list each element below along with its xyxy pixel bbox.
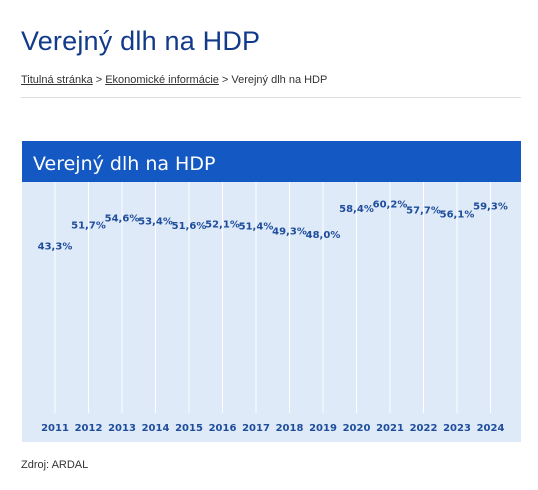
chart-x-tick-label: 2017	[242, 423, 270, 434]
breadcrumb-link-economic-info[interactable]: Ekonomické informácie	[105, 74, 219, 86]
source-note: Zdroj: ARDAL	[21, 459, 89, 471]
chart-plot-background	[22, 141, 521, 442]
chart-data-label: 51,4%	[239, 221, 274, 232]
chart-x-tick-label: 2011	[41, 423, 69, 434]
chart-svg: Verejný dlh na HDP 43,3%51,7%54,6%53,4%5…	[22, 141, 521, 442]
chart-data-label: 49,3%	[272, 227, 307, 238]
chart-x-tick-label: 2019	[309, 423, 337, 434]
chart-data-label: 48,0%	[306, 230, 341, 241]
chart-x-tick-label: 2023	[443, 423, 471, 434]
chart-x-tick-label: 2021	[376, 423, 404, 434]
chart-data-label: 57,7%	[406, 206, 441, 217]
chart-x-tick-label: 2018	[276, 423, 304, 434]
breadcrumb-separator: >	[95, 74, 103, 86]
chart-data-label: 59,3%	[473, 202, 508, 213]
chart-x-tick-label: 2015	[175, 423, 203, 434]
breadcrumb-current: Verejný dlh na HDP	[231, 74, 328, 86]
chart-data-label: 58,4%	[339, 204, 374, 215]
chart-data-label: 54,6%	[105, 213, 140, 224]
breadcrumb-link-home[interactable]: Titulná stránka	[21, 74, 93, 86]
chart-data-labels: 43,3% 51,7%54,6%53,4%51,6%52,1%51,4%49,3%…	[38, 199, 508, 252]
chart-x-tick-label: 2012	[75, 423, 103, 434]
chart-x-tick-label: 2020	[343, 423, 371, 434]
chart-x-tick-label: 2024	[477, 423, 505, 434]
chart-title: Verejný dlh na HDP	[33, 153, 215, 175]
breadcrumb: Titulná stránka > Ekonomické informácie > Ve…	[21, 74, 327, 86]
chart-data-label: 51,7%	[71, 221, 106, 232]
divider	[21, 97, 521, 98]
page-title: Verejný dlh na HDP	[21, 26, 261, 56]
chart-data-label: 56,1%	[440, 210, 475, 221]
breadcrumb-separator: >	[221, 74, 229, 86]
chart-x-tick-label: 2022	[410, 423, 438, 434]
chart-data-label: 53,4%	[138, 216, 173, 227]
chart-x-axis: 2011 2012 2013 2014 2015 2016 2017 2018 2019 2020…	[41, 423, 504, 434]
chart-x-tick-label: 2013	[108, 423, 136, 434]
chart-data-label: 60,2%	[373, 199, 408, 210]
chart-grid	[54, 182, 491, 413]
chart-header	[22, 141, 521, 182]
chart-data-label: 51,6%	[172, 221, 207, 232]
chart-data-label: 52,1%	[205, 220, 240, 231]
chart-panel: Verejný dlh na HDP 43,3% 51,7% 54,6% 53,4% 5…	[22, 141, 521, 442]
chart-data-label: 43,3%	[38, 242, 73, 253]
chart-x-tick-label: 2016	[209, 423, 237, 434]
chart-x-tick-label: 2014	[142, 423, 170, 434]
